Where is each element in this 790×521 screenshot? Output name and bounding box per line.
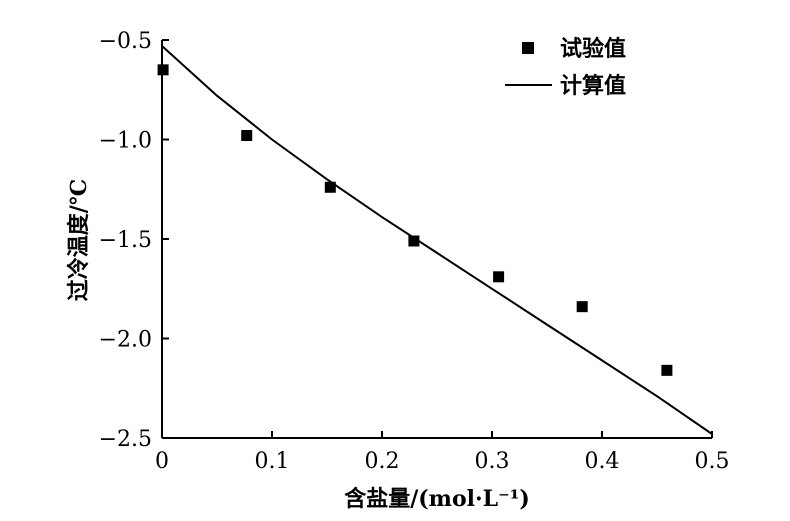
x-tick-label: 0.2 (365, 449, 400, 474)
measured-point (157, 64, 169, 76)
plot-area (157, 45, 713, 435)
legend: 试验值 计算值 (505, 36, 626, 99)
legend-marker-square (522, 42, 534, 54)
y-tick-label: −2.5 (99, 427, 152, 452)
y-tick-label: −1.0 (99, 129, 152, 154)
measured-point (661, 364, 673, 376)
legend-label-measured: 试验值 (560, 36, 626, 62)
y-tick-label: −0.5 (99, 29, 152, 54)
measured-point (576, 301, 588, 313)
measured-point (241, 130, 253, 142)
x-tick-label: 0.1 (255, 449, 290, 474)
measured-point (408, 235, 420, 247)
x-tick-label: 0.4 (585, 449, 620, 474)
measured-point (324, 181, 336, 193)
y-axis-title: 过冷温度/℃ (66, 179, 92, 301)
legend-label-calculated: 计算值 (560, 73, 626, 99)
x-axis-title: 含盐量/(mol·L⁻¹) (344, 486, 530, 512)
x-tick-label: 0.3 (475, 449, 510, 474)
ticks: 0 0.1 0.2 0.3 0.4 0.5 −0.5 −1.0 −1.5 −2.0 −2.5 (99, 29, 730, 474)
x-tick-label: 0 (155, 449, 169, 474)
calculated-line (161, 45, 713, 435)
measured-point (493, 271, 505, 283)
y-tick-label: −1.5 (99, 228, 152, 253)
y-tick-label: −2.0 (99, 328, 152, 353)
x-tick-label: 0.5 (695, 449, 730, 474)
